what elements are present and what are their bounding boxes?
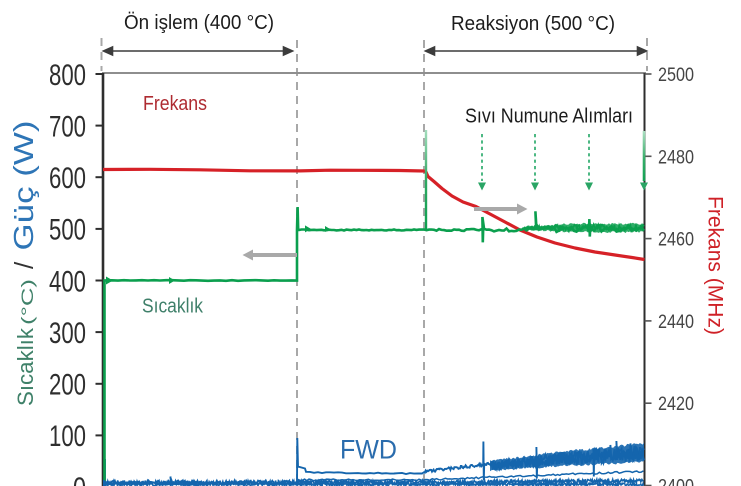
svg-text:FWD: FWD (340, 435, 397, 465)
svg-text:2400: 2400 (658, 476, 694, 486)
svg-text:Reaksiyon (500 °C): Reaksiyon (500 °C) (451, 13, 615, 35)
svg-text:2480: 2480 (658, 146, 694, 168)
svg-text:/: / (9, 261, 39, 269)
svg-text:700: 700 (49, 111, 86, 143)
svg-text:0: 0 (73, 472, 86, 486)
svg-text:Sıcaklık: Sıcaklık (142, 296, 204, 318)
svg-text:800: 800 (49, 59, 86, 91)
svg-text:(°C): (°C) (18, 279, 37, 325)
svg-text:Sıvı Numune Alımları: Sıvı Numune Alımları (465, 105, 633, 128)
svg-text:300: 300 (49, 317, 86, 349)
svg-text:100: 100 (49, 421, 86, 453)
svg-text:400: 400 (49, 266, 86, 298)
svg-text:2500: 2500 (658, 64, 694, 86)
svg-text:500: 500 (49, 214, 86, 246)
svg-text:Sıcaklık: Sıcaklık (13, 327, 38, 406)
svg-text:Ön işlem (400 °C): Ön işlem (400 °C) (124, 12, 274, 34)
svg-text:2460: 2460 (658, 229, 694, 251)
svg-text:Frekans: Frekans (143, 93, 207, 115)
svg-text:Frekans (MHz): Frekans (MHz) (704, 196, 727, 335)
svg-text:600: 600 (49, 163, 86, 195)
svg-text:Güç (W): Güç (W) (8, 121, 39, 251)
svg-text:2440: 2440 (658, 311, 694, 333)
svg-text:2420: 2420 (658, 393, 694, 415)
svg-text:200: 200 (49, 369, 86, 401)
